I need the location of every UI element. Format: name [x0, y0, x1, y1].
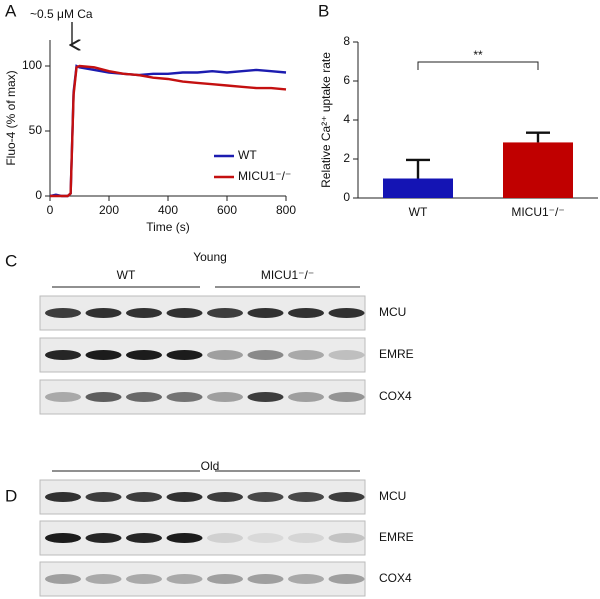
x-tick-label: 400 — [158, 203, 178, 217]
group-label: MICU1⁻/⁻ — [261, 268, 314, 282]
x-tick-label: 200 — [99, 203, 119, 217]
blot-band — [45, 308, 81, 318]
y-tick-label: 8 — [343, 34, 350, 48]
y-tick-label: 50 — [29, 123, 43, 137]
panel-letter: B — [318, 1, 329, 20]
blot-band — [85, 574, 122, 584]
y-tick-label: 4 — [343, 112, 350, 126]
blot-band — [207, 533, 243, 543]
blot-band — [166, 308, 203, 318]
y-axis-label: Relative Ca²⁺ uptake rate — [319, 52, 333, 188]
blot-strip — [39, 561, 366, 597]
blot-band — [45, 492, 81, 502]
blot-band — [85, 492, 122, 502]
x-tick-label: WT — [409, 205, 428, 219]
group-label: WT — [117, 268, 136, 282]
blot-band — [247, 350, 284, 360]
blot-band — [85, 308, 122, 318]
blot-band — [166, 392, 203, 402]
x-tick-label: MICU1⁻/⁻ — [511, 205, 564, 219]
panel-letter: A — [5, 1, 17, 20]
row-label: COX4 — [379, 571, 412, 585]
blot-band — [45, 533, 81, 543]
blot-band — [328, 492, 365, 502]
row-label: COX4 — [379, 389, 412, 403]
blot-band — [328, 392, 365, 402]
legend-label: MICU1⁻/⁻ — [238, 169, 291, 183]
blot-band — [45, 574, 81, 584]
blot-band — [288, 308, 324, 318]
row-label: MCU — [379, 305, 406, 319]
y-tick-label: 2 — [343, 151, 350, 165]
blot-band — [85, 392, 122, 402]
blot-band — [85, 533, 122, 543]
blot-band — [328, 350, 365, 360]
blot-band — [126, 308, 162, 318]
blot-band — [166, 350, 203, 360]
row-label: MCU — [379, 489, 406, 503]
y-tick-label: 0 — [35, 188, 42, 202]
bar — [383, 178, 453, 198]
significance: ** — [473, 48, 483, 62]
blot-band — [328, 574, 365, 584]
significance-bracket — [417, 61, 539, 70]
blot-band — [247, 308, 284, 318]
blot-band — [288, 350, 324, 360]
x-axis-label: Time (s) — [146, 220, 190, 234]
blot-band — [166, 574, 203, 584]
blot-band — [207, 574, 243, 584]
blot-band — [166, 492, 203, 502]
blot-band — [328, 308, 365, 318]
row-label: EMRE — [379, 347, 414, 361]
row-label: EMRE — [379, 530, 414, 544]
blot-band — [45, 392, 81, 402]
blot-band — [166, 533, 203, 543]
y-tick-label: 6 — [343, 73, 350, 87]
blot-band — [126, 574, 162, 584]
bar — [503, 142, 573, 198]
condition-label: Old — [201, 459, 220, 473]
blot-band — [328, 533, 365, 543]
y-axis-label: Fluo-4 (% of max) — [4, 70, 18, 165]
blot-band — [288, 392, 324, 402]
blot-band — [126, 350, 162, 360]
blot-band — [247, 492, 284, 502]
panel-letter: C — [5, 251, 17, 270]
data-line — [50, 64, 287, 198]
x-tick-label: 0 — [47, 203, 54, 217]
blot-band — [45, 350, 81, 360]
annotation: ~0.5 μM Ca — [30, 7, 93, 21]
blot-band — [288, 574, 324, 584]
blot-band — [207, 308, 243, 318]
x-tick-label: 800 — [276, 203, 296, 217]
y-tick-label: 0 — [343, 190, 350, 204]
blot-band — [247, 533, 284, 543]
blot-band — [207, 492, 243, 502]
blot-band — [247, 392, 284, 402]
blot-band — [288, 533, 324, 543]
blot-band — [207, 350, 243, 360]
blot-band — [288, 492, 324, 502]
condition-label: Young — [193, 250, 227, 264]
blot-band — [126, 392, 162, 402]
blot-band — [85, 350, 122, 360]
blot-band — [207, 392, 243, 402]
y-tick-label: 100 — [22, 58, 42, 72]
panel-letter: D — [5, 486, 17, 505]
blot-band — [126, 533, 162, 543]
x-tick-label: 600 — [217, 203, 237, 217]
legend-label: WT — [238, 148, 257, 162]
blot-band — [126, 492, 162, 502]
blot-band — [247, 574, 284, 584]
